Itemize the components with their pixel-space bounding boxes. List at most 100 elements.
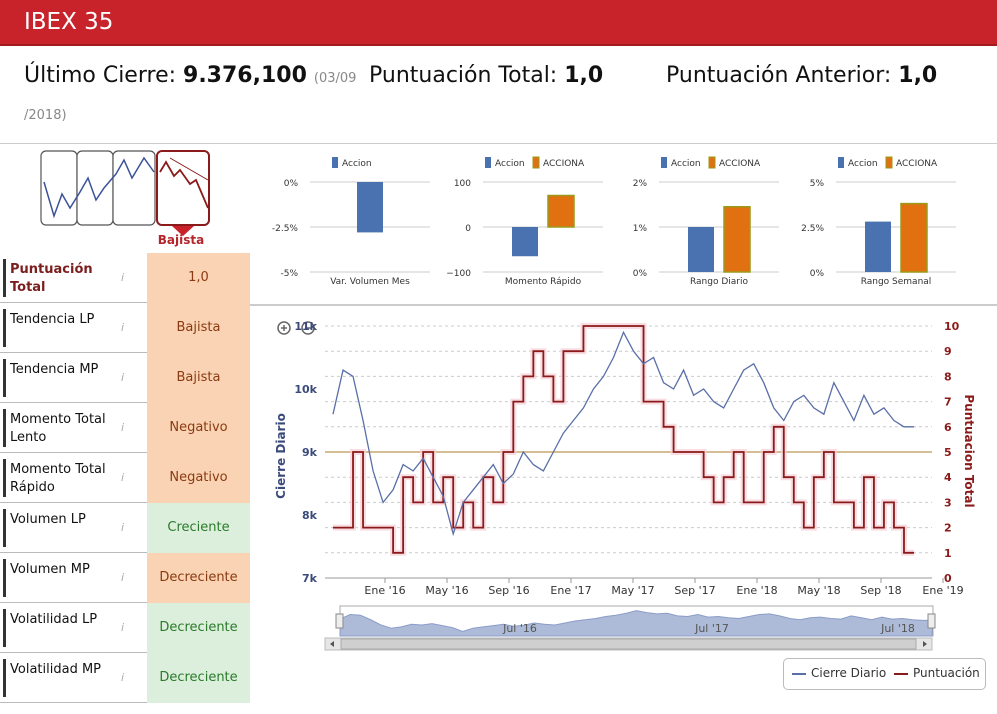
previous-score-value: 1,0 bbox=[898, 63, 938, 88]
info-icon[interactable]: i bbox=[121, 671, 125, 684]
y-right-tick-label: 2 bbox=[944, 522, 952, 535]
bar-accion bbox=[865, 221, 891, 272]
y-left-tick-label: 10k bbox=[294, 383, 317, 396]
row-marker bbox=[3, 359, 6, 397]
info-icon[interactable]: i bbox=[121, 371, 125, 384]
previous-score-label: Puntuación Anterior: bbox=[666, 63, 892, 88]
zoom-out-icon bbox=[301, 321, 315, 335]
info-icon[interactable]: i bbox=[121, 471, 125, 484]
y-tick-label: 1% bbox=[633, 224, 648, 234]
scrollbar-thumb bbox=[340, 638, 917, 650]
y-left-tick-label: 8k bbox=[302, 509, 318, 522]
summary-panel: Último Cierre: 9.376,100 (03/09 /2018) P… bbox=[0, 46, 997, 144]
row-marker bbox=[3, 259, 6, 297]
indicator-label: Tendencia LP bbox=[10, 312, 95, 327]
info-icon[interactable]: i bbox=[121, 271, 125, 284]
indicator-label: Volatilidad LP bbox=[10, 612, 98, 627]
legend-swatch bbox=[661, 157, 667, 168]
mini-chart-svg: 100 0 −100 Accion ACCIONA Momento Rápido bbox=[446, 156, 603, 287]
indicator-value: Negativo bbox=[147, 403, 250, 453]
indicator-row: Momento Total Lento i Negativo bbox=[0, 403, 250, 453]
y-tick-label: 0% bbox=[810, 269, 825, 279]
bar-acciona bbox=[723, 206, 751, 273]
y-right-tick-label: 1 bbox=[944, 547, 952, 560]
indicator-label: Momento Total Rápido bbox=[10, 462, 106, 495]
bar-chart-momento: 100 0 −100 Accion ACCIONA Momento Rápido bbox=[443, 152, 615, 292]
indicator-label: Volatilidad MP bbox=[10, 662, 102, 677]
legend-label: Accion bbox=[342, 159, 372, 169]
legend-label: ACCIONA bbox=[719, 159, 761, 169]
scroll-left-icon bbox=[330, 641, 334, 647]
bar-acciona bbox=[547, 194, 575, 228]
y-right-tick-label: 4 bbox=[944, 471, 952, 484]
indicator-row: Tendencia MP i Bajista bbox=[0, 353, 250, 403]
legend-score[interactable]: Puntuación bbox=[913, 666, 980, 680]
info-icon[interactable]: i bbox=[121, 421, 125, 434]
y-tick-label: 2.5% bbox=[801, 224, 824, 234]
indicator-row: Volatilidad LP i Decreciente bbox=[0, 603, 250, 653]
info-icon[interactable]: i bbox=[121, 571, 125, 584]
zoom-glyphs bbox=[281, 325, 311, 331]
legend-label: ACCIONA bbox=[543, 159, 585, 169]
y-right-tick-label: 8 bbox=[944, 370, 952, 383]
x-tick-label: May '17 bbox=[611, 584, 654, 597]
legend-swatch bbox=[885, 156, 893, 169]
last-close-value: 9.376,100 bbox=[183, 63, 307, 88]
x-tick-label: Ene '19 bbox=[922, 584, 963, 597]
x-axis-label: Rango Semanal bbox=[861, 277, 932, 287]
legend-label: ACCIONA bbox=[896, 159, 938, 169]
bar-acciona bbox=[900, 202, 928, 273]
page-title: IBEX 35 bbox=[24, 9, 114, 35]
indicator-value: Negativo bbox=[147, 453, 250, 503]
indicator-value: Creciente bbox=[147, 503, 250, 553]
y-right-tick-label: 3 bbox=[944, 496, 952, 509]
x-tick-label: Sep '18 bbox=[860, 584, 901, 597]
y-right-tick-label: 0 bbox=[944, 572, 952, 585]
indicator-value: Decreciente bbox=[147, 603, 250, 653]
x-tick-label: Sep '16 bbox=[488, 584, 529, 597]
info-icon[interactable]: i bbox=[121, 521, 125, 534]
legend-swatch bbox=[708, 156, 716, 169]
legend-label: Accion bbox=[671, 159, 701, 169]
main-chart: 11k 10k 9k 8k 7k 10 9 8 7 6 5 4 3 2 1 0 Cierre Diario Pun… bbox=[250, 305, 997, 709]
total-score-label: Puntuación Total: bbox=[369, 63, 558, 88]
last-close-date-cont: /2018) bbox=[24, 108, 67, 123]
y-tick-label: 2% bbox=[633, 179, 648, 189]
chart-legend[interactable]: Cierre Diario Puntuación bbox=[783, 658, 986, 690]
indicator-row: Tendencia LP i Bajista bbox=[0, 303, 250, 353]
total-score: Puntuación Total: 1,0 bbox=[369, 63, 603, 88]
trend-label: Bajista bbox=[157, 233, 205, 247]
indicator-value: 1,0 bbox=[147, 253, 250, 303]
y-right-tick-label: 7 bbox=[944, 396, 952, 409]
divider bbox=[250, 304, 997, 305]
y-right-tick-label: 10 bbox=[944, 320, 960, 333]
y-left-axis-title: Cierre Diario bbox=[274, 413, 288, 499]
bar-accion bbox=[512, 227, 538, 257]
legend-swatch bbox=[332, 157, 338, 168]
info-icon[interactable]: i bbox=[121, 321, 125, 334]
indicator-row: Volatilidad MP i Decreciente bbox=[0, 653, 250, 703]
y-tick-label: 5% bbox=[810, 179, 825, 189]
navigator-area bbox=[339, 610, 934, 637]
y-tick-label: 0% bbox=[284, 179, 299, 189]
x-tick-label: Ene '17 bbox=[550, 584, 591, 597]
info-icon[interactable]: i bbox=[121, 621, 125, 634]
legend-swatch bbox=[532, 156, 540, 169]
title-bar: IBEX 35 bbox=[0, 0, 997, 46]
indicator-row: Puntuación Total i 1,0 bbox=[0, 253, 250, 303]
y-left-tick-label: 9k bbox=[302, 446, 318, 459]
legend-label: Accion bbox=[495, 159, 525, 169]
indicator-value: Bajista bbox=[147, 303, 250, 353]
x-tick-label: May '18 bbox=[797, 584, 840, 597]
legend-close[interactable]: Cierre Diario bbox=[811, 666, 887, 680]
legend-svg bbox=[792, 673, 908, 675]
legend-label: Accion bbox=[848, 159, 878, 169]
bar-chart-volumen: 0% -2.5% -5% Accion Var. Volumen Mes bbox=[270, 152, 442, 292]
row-marker bbox=[3, 509, 6, 547]
navigator-handle-left bbox=[335, 613, 344, 629]
mini-chart-svg: 5% 2.5% 0% Accion ACCIONA Rango Semanal bbox=[801, 156, 956, 287]
mini-chart-svg: 2% 1% 0% Accion ACCIONA Rango Diario bbox=[633, 156, 779, 287]
y-tick-label: 0 bbox=[465, 224, 471, 234]
scroll-right-icon bbox=[923, 641, 927, 647]
